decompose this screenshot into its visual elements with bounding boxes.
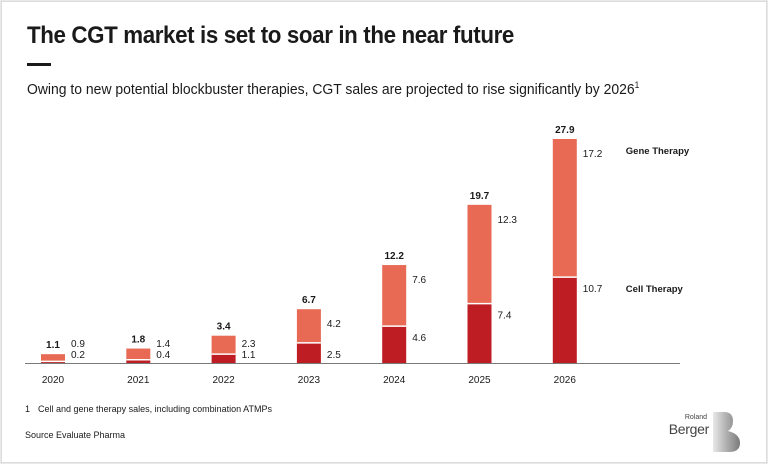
total-label-2022: 3.4: [217, 322, 231, 333]
x-tick-label-2026: 2026: [554, 375, 577, 386]
bar-gene-therapy-2024: [382, 265, 407, 327]
x-tick-label-2023: 2023: [298, 375, 321, 386]
bar-gene-therapy-2026: [552, 139, 577, 278]
x-tick-label-2024: 2024: [383, 375, 406, 386]
roland-berger-logo: Roland Berger: [668, 412, 740, 452]
footnote-number: 1: [25, 404, 31, 414]
footnote-text: Cell and gene therapy sales, including c…: [38, 404, 272, 414]
bar-cell-therapy-2021: [126, 359, 151, 363]
bar-gene-therapy-2023: [296, 309, 321, 343]
legend-cell-therapy: Cell Therapy: [626, 284, 684, 295]
cell-therapy-value-2023: 2.5: [327, 350, 341, 361]
gene-therapy-value-2026: 17.2: [583, 149, 603, 160]
bar-gene-therapy-2022: [211, 335, 236, 355]
gene-therapy-value-2022: 2.3: [242, 339, 256, 350]
footnote: 1 Cell and gene therapy sales, including …: [25, 404, 272, 414]
source-note: Source Evaluate Pharma: [25, 430, 126, 440]
bar-cell-therapy-2020: [41, 361, 65, 363]
bar-cell-therapy-2023: [296, 342, 321, 363]
gene-therapy-value-2023: 4.2: [327, 319, 341, 330]
x-tick-label-2021: 2021: [127, 375, 150, 386]
x-tick-label-2020: 2020: [42, 375, 65, 386]
total-label-2026: 27.9: [555, 125, 575, 136]
bar-gene-therapy-2021: [126, 348, 151, 360]
bar-cell-therapy-2024: [382, 326, 407, 363]
x-tick-label-2022: 2022: [212, 375, 235, 386]
gene-therapy-value-2024: 7.6: [412, 275, 426, 286]
x-tick-label-2025: 2025: [468, 375, 491, 386]
bar-gene-therapy-2020: [41, 354, 65, 362]
total-label-2021: 1.8: [131, 335, 145, 346]
logo-text-roland: Roland: [684, 414, 707, 421]
page-subtitle: Owing to new potential blockbuster thera…: [27, 80, 640, 98]
cell-therapy-value-2021: 0.4: [156, 350, 170, 361]
total-label-2020: 1.1: [46, 340, 60, 351]
gene-therapy-value-2021: 1.4: [156, 339, 170, 350]
legend-gene-therapy: Gene Therapy: [626, 146, 690, 157]
cell-therapy-value-2025: 7.4: [498, 311, 512, 322]
bar-cell-therapy-2022: [211, 354, 236, 363]
total-label-2024: 12.2: [384, 251, 404, 262]
gene-therapy-value-2025: 12.3: [498, 215, 518, 226]
cell-therapy-value-2024: 4.6: [412, 333, 426, 344]
total-label-2025: 19.7: [470, 191, 490, 202]
subtitle-footnote-ref: 1: [634, 80, 640, 90]
title-underline: [27, 63, 51, 66]
bar-gene-therapy-2025: [467, 204, 492, 304]
cell-therapy-value-2020: 0.2: [71, 350, 85, 361]
logo-b-mark-icon: [713, 412, 740, 452]
subtitle-text: Owing to new potential blockbuster thera…: [27, 81, 635, 98]
bar-cell-therapy-2025: [467, 303, 492, 363]
gene-therapy-value-2020: 0.9: [71, 339, 85, 350]
page-title: The CGT market is set to soar in the nea…: [27, 22, 514, 49]
cell-therapy-value-2022: 1.1: [242, 350, 256, 361]
logo-text-berger: Berger: [668, 421, 710, 437]
bar-cell-therapy-2026: [552, 277, 577, 363]
total-label-2023: 6.7: [302, 295, 316, 306]
cell-therapy-value-2026: 10.7: [583, 284, 603, 295]
